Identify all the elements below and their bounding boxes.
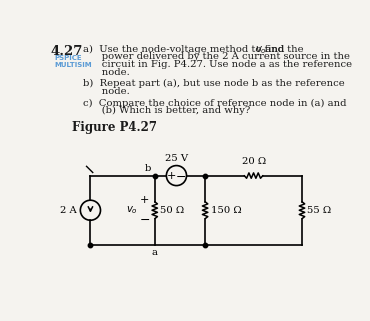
Text: 20 Ω: 20 Ω xyxy=(242,157,266,166)
Text: 55 Ω: 55 Ω xyxy=(307,206,331,215)
Text: a: a xyxy=(152,248,158,257)
Text: and the: and the xyxy=(262,45,304,54)
Text: b)  Repeat part (a), but use node b as the reference: b) Repeat part (a), but use node b as th… xyxy=(84,79,345,89)
Text: 150 Ω: 150 Ω xyxy=(211,206,241,215)
Text: 25 V: 25 V xyxy=(165,154,188,163)
Text: a)  Use the node-voltage method to find: a) Use the node-voltage method to find xyxy=(84,45,288,54)
Text: (b) Which is better, and why?: (b) Which is better, and why? xyxy=(84,106,251,116)
Text: $v_o$: $v_o$ xyxy=(126,204,138,216)
Text: 4.27: 4.27 xyxy=(50,45,83,58)
Text: $v_o$: $v_o$ xyxy=(255,45,267,56)
Text: 50 Ω: 50 Ω xyxy=(160,206,184,215)
Text: power delivered by the 2 A current source in the: power delivered by the 2 A current sourc… xyxy=(84,52,350,61)
Text: −: − xyxy=(176,170,186,184)
Text: +: + xyxy=(140,195,149,205)
Text: Figure P4.27: Figure P4.27 xyxy=(72,121,157,134)
Text: node.: node. xyxy=(84,68,130,77)
Text: c)  Compare the choice of reference node in (a) and: c) Compare the choice of reference node … xyxy=(84,99,347,108)
Text: MULTISIM: MULTISIM xyxy=(54,62,92,68)
Text: node.: node. xyxy=(84,87,130,96)
Text: −: − xyxy=(139,214,150,227)
Text: circuit in Fig. P4.27. Use node a as the reference: circuit in Fig. P4.27. Use node a as the… xyxy=(84,60,353,69)
Text: 2 A: 2 A xyxy=(61,206,77,215)
Text: b: b xyxy=(145,164,151,173)
Text: +: + xyxy=(167,170,176,181)
Text: PSPICE: PSPICE xyxy=(54,56,82,61)
